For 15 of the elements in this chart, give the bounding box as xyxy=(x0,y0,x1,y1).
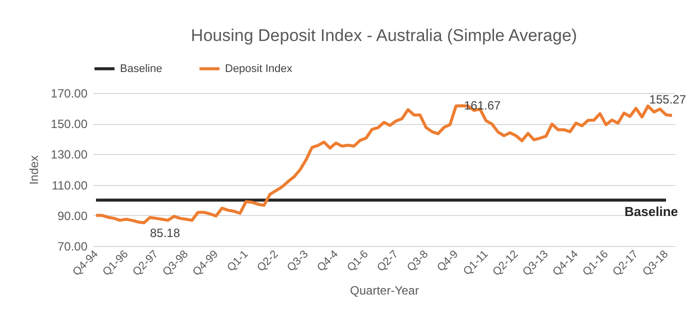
y-tick-label: 110.00 xyxy=(52,178,88,192)
data-label: 161.67 xyxy=(464,98,502,113)
annotation: Baseline xyxy=(624,204,678,220)
legend-label: Baseline xyxy=(120,62,162,75)
y-tick-label: 130.00 xyxy=(50,148,88,162)
legend-label: Deposit Index xyxy=(225,62,293,75)
x-axis-title: Quarter-Year xyxy=(350,284,419,298)
data-label: 85.18 xyxy=(150,226,180,240)
chart-title: Housing Deposit Index - Australia (Simple Average) xyxy=(190,26,578,45)
data-label: 155.27 xyxy=(649,92,686,107)
y-tick-label: 90.00 xyxy=(57,208,88,223)
y-tick-label: 150.00 xyxy=(50,117,88,132)
y-tick-label: 70.00 xyxy=(57,240,88,254)
y-axis-title: Index xyxy=(26,155,41,185)
y-tick-label: 170.00 xyxy=(50,86,88,100)
